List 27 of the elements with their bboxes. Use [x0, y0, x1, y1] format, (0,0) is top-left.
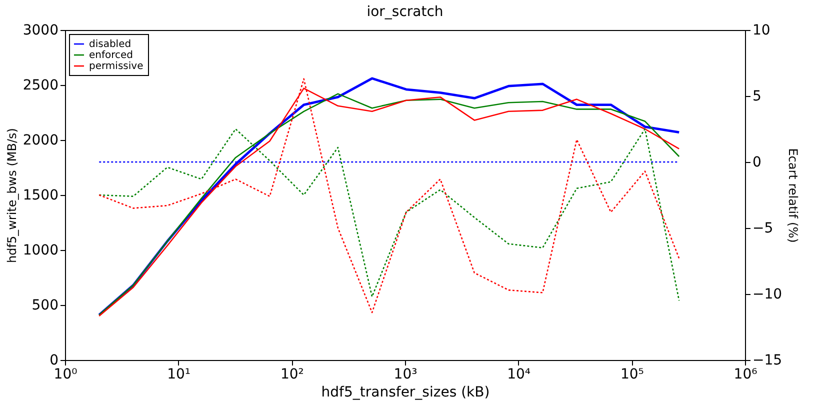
y2-tick-label: 5 — [752, 88, 762, 104]
legend-label: enforced — [89, 50, 134, 61]
y-tick-label: 3000 — [22, 22, 58, 38]
y2-tick-label: 10 — [752, 22, 770, 38]
y2-tick-label: −15 — [752, 352, 782, 368]
x-tick-label: 10⁶ — [734, 366, 758, 382]
y-axis-title: hdf5_write_bws (MB/s) — [4, 128, 19, 263]
chart-title: ior_scratch — [366, 4, 444, 20]
x-tick-label: 10³ — [394, 366, 418, 382]
y-tick-label: 1500 — [22, 188, 58, 204]
y-tick-label: 2500 — [22, 78, 58, 94]
x-tick-label: 10¹ — [167, 366, 191, 382]
y-tick-label: 0 — [50, 352, 58, 368]
y2-tick-label: −10 — [752, 286, 782, 302]
legend-label: disabled — [89, 39, 132, 50]
y-tick-label: 2000 — [22, 132, 58, 148]
y2-axis-title: Ecart relatif (%) — [786, 148, 800, 243]
x-tick-label: 10⁵ — [620, 366, 644, 382]
y2-tick-label: −5 — [752, 220, 774, 236]
y-tick-label: 1000 — [22, 242, 58, 258]
x-axis-title: hdf5_transfer_sizes (kB) — [321, 384, 490, 400]
y2-tick-label: 0 — [752, 154, 762, 170]
legend-label: permissive — [89, 61, 144, 72]
x-tick-label: 10² — [280, 366, 304, 382]
x-tick-label: 10⁴ — [507, 366, 531, 382]
x-tick-label: 10⁰ — [54, 366, 78, 382]
y-tick-label: 500 — [32, 298, 58, 314]
